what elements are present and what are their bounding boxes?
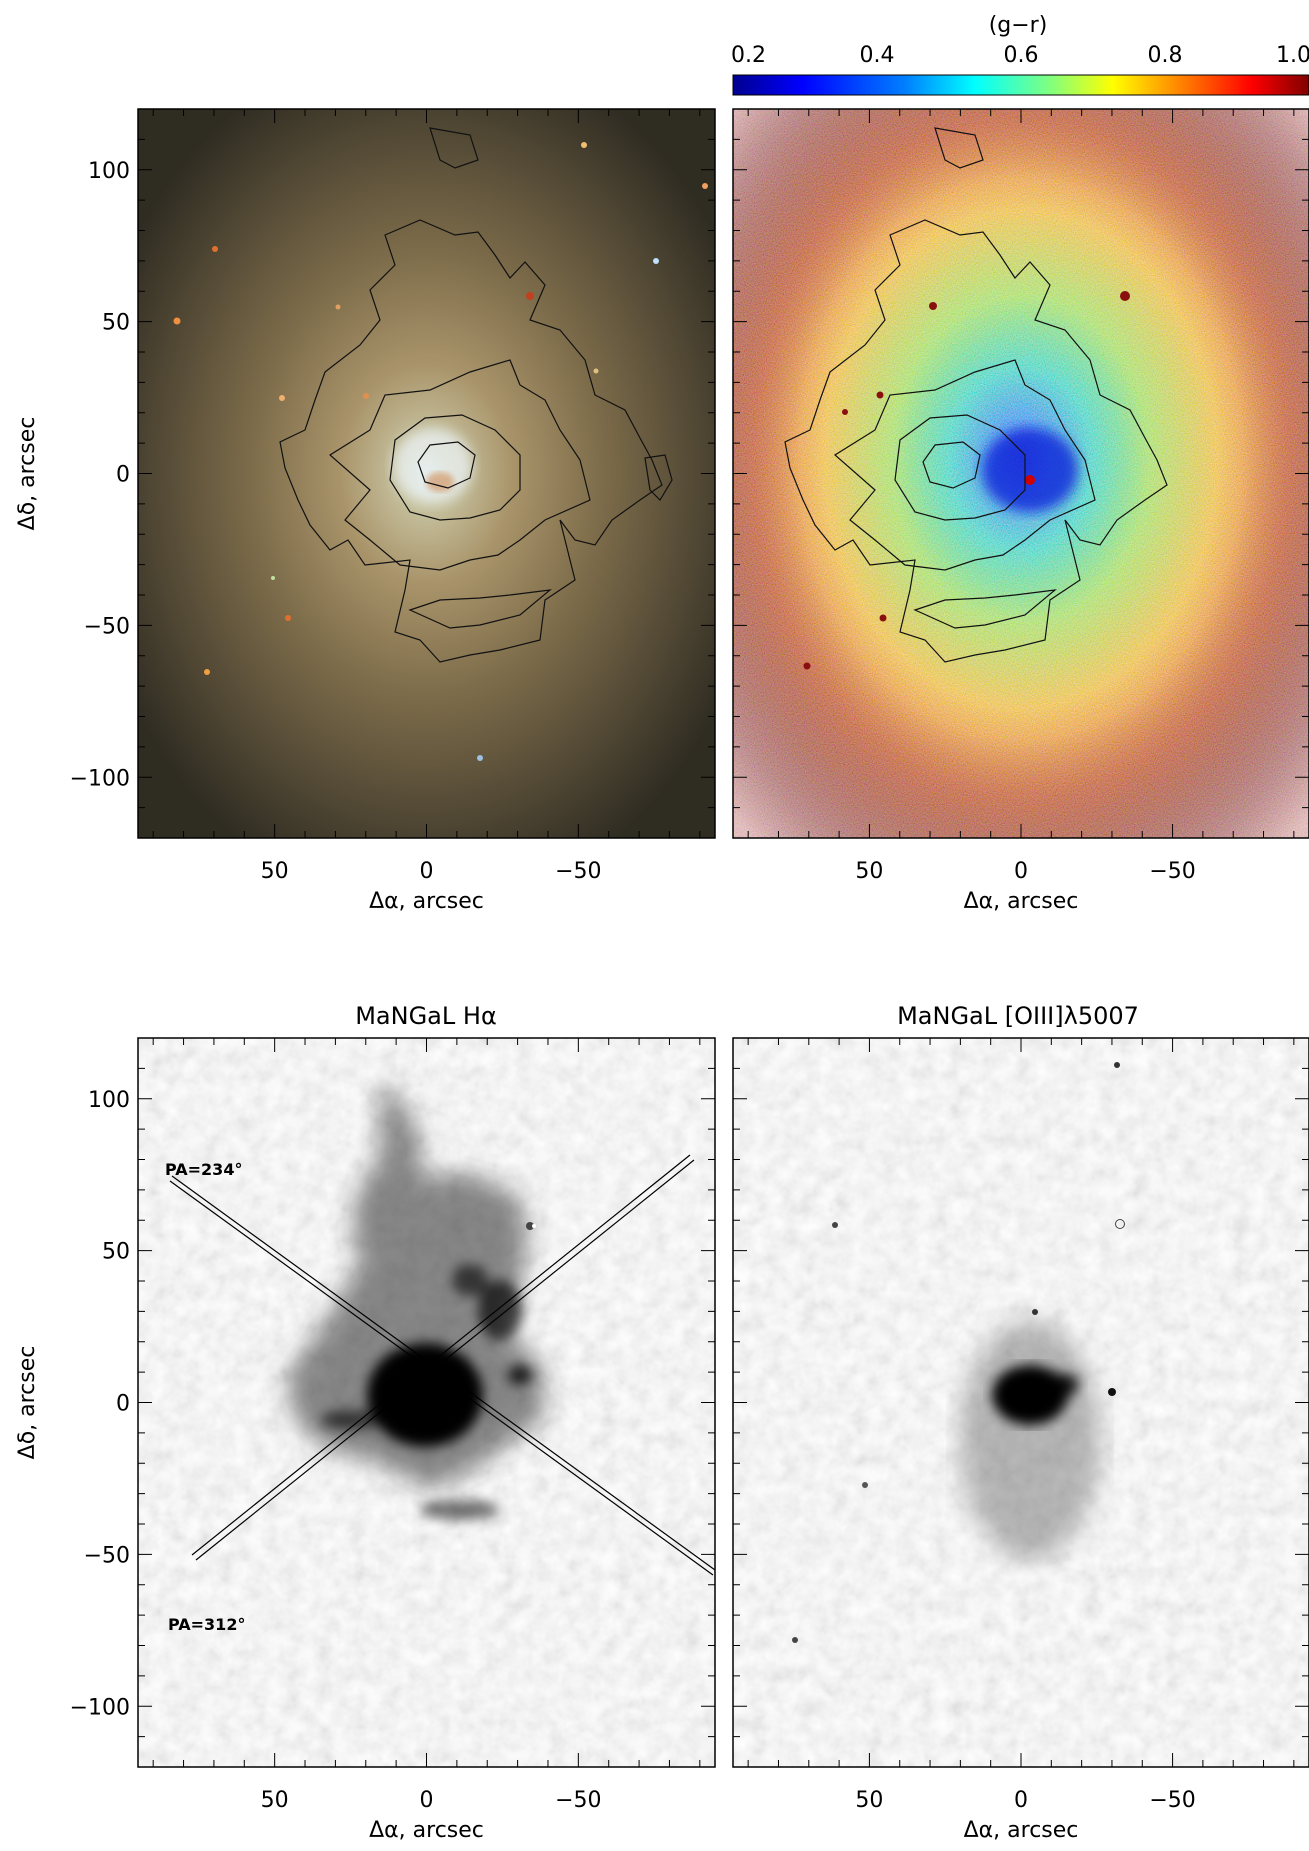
y-tick-label: 50 <box>102 1240 130 1265</box>
x-tick-label: −50 <box>1149 859 1195 884</box>
y-tick-label: −100 <box>70 1695 130 1720</box>
y-axis-label: Δδ, arcsec <box>15 417 40 531</box>
colorbar-ticks: 0.2 0.4 0.6 0.8 1.0 <box>731 43 1309 82</box>
x-tick-label: 0 <box>1014 859 1028 884</box>
y-axis-label: Δδ, arcsec <box>15 1346 40 1460</box>
halpha-title: MaNGaL Hα <box>355 1002 497 1030</box>
y-tick-label: 0 <box>116 1392 130 1417</box>
optical-contours <box>279 127 673 663</box>
panel-optical <box>137 108 716 839</box>
x-tick-label: −50 <box>555 859 601 884</box>
x-tick-label: 0 <box>1014 1788 1028 1813</box>
y-tick-label: −50 <box>84 614 130 639</box>
panel-color-map <box>732 108 1309 839</box>
slit-label-pa234: PA=234° <box>165 1160 242 1179</box>
x-tick-label: −50 <box>1149 1788 1195 1813</box>
x-tick-label: −50 <box>555 1788 601 1813</box>
oiii-title: MaNGaL [OIII]λ5007 <box>897 1002 1139 1030</box>
colorbar-tick-label: 0.4 <box>860 43 895 68</box>
panel-oiii: MaNGaL [OIII]λ5007 <box>732 1002 1309 1768</box>
x-axis-label: Δα, arcsec <box>964 889 1079 914</box>
y-tick-label: 50 <box>102 311 130 336</box>
colorbar-tick-label: 0.6 <box>1004 43 1039 68</box>
y-tick-label: 100 <box>88 1088 130 1113</box>
colorbar-label: (g−r) <box>989 13 1048 38</box>
x-axis-label: Δα, arcsec <box>369 1818 484 1843</box>
x-tick-label: 50 <box>261 859 289 884</box>
colorbar-tick-label: 0.8 <box>1148 43 1183 68</box>
x-tick-label: 50 <box>261 1788 289 1813</box>
axes-optical: 50 0 −50 100 50 0 −50 −100 Δα, arcsec Δδ, arcsec <box>15 109 715 914</box>
x-tick-label: 50 <box>855 859 883 884</box>
colorbar: (g−r) 0.2 0.4 0.6 0.8 1.0 <box>731 13 1309 96</box>
halpha-slits <box>169 1154 715 1576</box>
y-tick-label: 0 <box>116 463 130 488</box>
axes-oiii: 50 0 −50 Δα, arcsec <box>733 1038 1309 1843</box>
slit-label-pa312: PA=312° <box>168 1615 245 1634</box>
x-axis-label: Δα, arcsec <box>964 1818 1079 1843</box>
x-axis-label: Δα, arcsec <box>369 889 484 914</box>
x-tick-label: 50 <box>855 1788 883 1813</box>
y-tick-label: 100 <box>88 159 130 184</box>
axes-halpha: 50 0 −50 100 50 0 −50 −100 Δα, arcsec Δδ, arcsec <box>15 1038 715 1843</box>
optical-stars <box>173 142 708 761</box>
color-map-contours <box>784 127 1168 663</box>
y-tick-label: −100 <box>70 766 130 791</box>
x-tick-label: 0 <box>420 859 434 884</box>
colorbar-tick-label: 1.0 <box>1276 43 1309 68</box>
panel-halpha: MaNGaL Hα PA=234° PA= <box>137 1002 716 1768</box>
x-tick-label: 0 <box>420 1788 434 1813</box>
axes-color-map: 50 0 −50 Δα, arcsec <box>733 109 1309 914</box>
colorbar-gradient <box>732 74 1309 96</box>
y-tick-label: −50 <box>84 1543 130 1568</box>
colorbar-tick-label: 0.2 <box>731 43 766 68</box>
